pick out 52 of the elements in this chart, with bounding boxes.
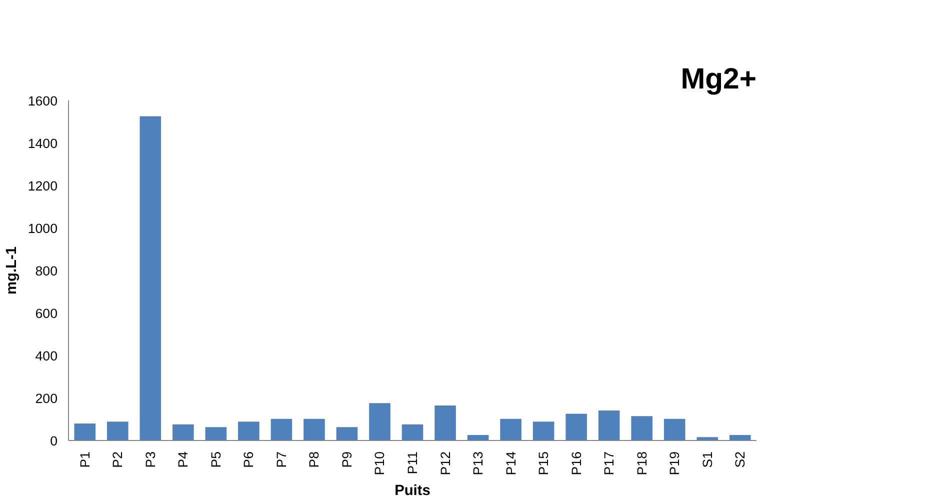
- bar: [532, 422, 554, 440]
- bar: [664, 418, 686, 440]
- y-tick-label: 0: [50, 434, 58, 448]
- y-tick-label: 1400: [28, 136, 58, 151]
- bar: [402, 424, 424, 440]
- y-tick-label: 800: [35, 264, 58, 278]
- x-tick-label: P10: [372, 451, 388, 476]
- y-axis-title: mg.L-1: [4, 246, 20, 295]
- y-tick-label: 1200: [28, 178, 58, 194]
- bar: [500, 418, 522, 440]
- x-tick-label: P13: [470, 451, 486, 476]
- y-tick-label: 600: [35, 306, 58, 321]
- x-tick-label: P19: [667, 451, 682, 476]
- bar: [369, 403, 390, 440]
- x-tick-label: P11: [405, 451, 420, 474]
- y-tick-label: 1600: [28, 94, 58, 108]
- bar: [205, 427, 227, 440]
- y-tick-label: 400: [35, 348, 58, 364]
- bar: [304, 418, 325, 440]
- x-tick-label: P9: [339, 451, 354, 468]
- x-tick-label: P2: [110, 451, 126, 468]
- chart-title: Mg2+: [680, 62, 757, 96]
- bar: [598, 410, 620, 440]
- x-tick-label: P1: [77, 451, 92, 468]
- x-tick-label: P18: [634, 451, 650, 476]
- bar: [729, 434, 751, 440]
- x-tick-label: P8: [306, 451, 322, 468]
- bar: [106, 422, 128, 440]
- x-tick-label: P17: [602, 451, 617, 476]
- bar: [434, 405, 456, 440]
- y-tick-label: 1000: [28, 221, 58, 236]
- x-tick-label: P15: [536, 451, 552, 476]
- x-tick-label: P5: [208, 451, 224, 468]
- x-tick-label: P16: [568, 451, 584, 476]
- bar: [238, 422, 260, 440]
- x-tick-label: P7: [274, 451, 289, 468]
- bar: [172, 424, 194, 440]
- x-tick-label: P12: [438, 451, 453, 476]
- x-tick-label: S1: [700, 451, 715, 468]
- bar: [74, 424, 96, 440]
- y-tick-label: 200: [35, 391, 58, 406]
- bar: [270, 418, 292, 440]
- x-tick-label: P3: [142, 451, 158, 468]
- bar: [631, 416, 652, 440]
- x-axis-title: Puits: [394, 483, 430, 500]
- bar: [566, 414, 587, 440]
- x-tick-label: P14: [503, 450, 518, 476]
- x-tick-label: S2: [732, 451, 748, 468]
- x-tick-label: P6: [241, 451, 256, 468]
- bar: [140, 116, 162, 440]
- x-tick-label: P4: [176, 450, 191, 468]
- bar: [336, 427, 358, 440]
